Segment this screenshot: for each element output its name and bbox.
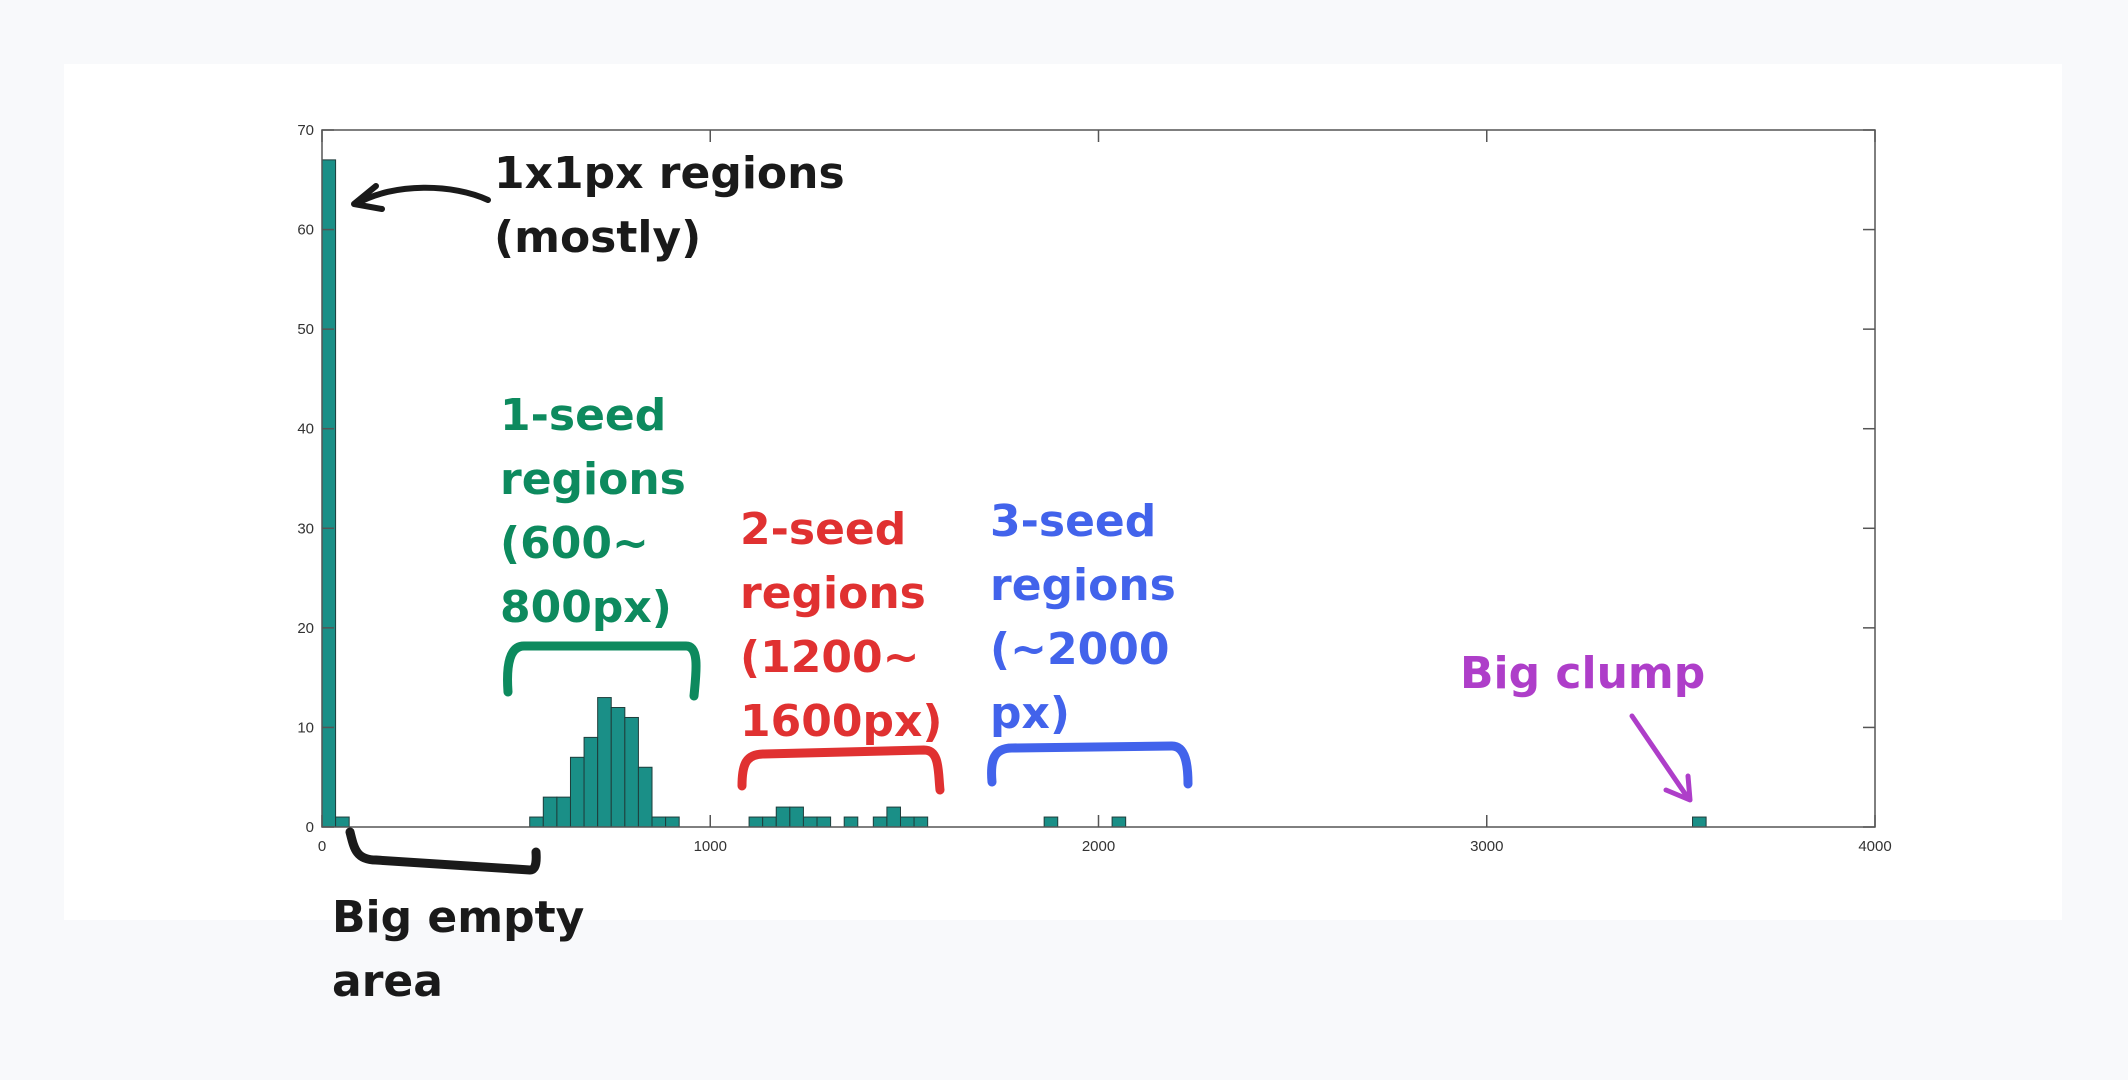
arrow-big-clump-head <box>1663 773 1693 803</box>
histogram-bar <box>651 816 667 828</box>
histogram-chart: 0 1000 2000 3000 4000 0 10 20 30 40 50 60 70 <box>297 122 1892 875</box>
annotation-1-seed-regions: 1-seed regions (600~ 800px) <box>500 390 686 633</box>
histogram-bar <box>1111 816 1127 828</box>
annotation-marks <box>345 183 1693 875</box>
y-tick-label: 10 <box>297 719 314 736</box>
histogram-bar <box>899 816 915 828</box>
bracket-2-seed <box>737 745 945 795</box>
annotation-big-empty-area: Big empty area <box>332 892 585 1007</box>
histogram-bar <box>335 816 350 828</box>
histogram-bar <box>886 806 901 828</box>
arrow-1x1px-head <box>351 183 385 212</box>
histogram-bar <box>748 816 764 828</box>
annotation-1x1px-regions: 1x1px regions (mostly) <box>494 148 845 263</box>
bars <box>321 159 1707 828</box>
x-tick-label: 3000 <box>1470 838 1503 855</box>
histogram-bar <box>1692 816 1707 828</box>
histogram-bar <box>1043 816 1059 828</box>
histogram-bar <box>816 816 832 828</box>
histogram-bar <box>762 816 777 828</box>
bracket-big-empty-area <box>345 827 541 875</box>
histogram-bar <box>569 756 585 828</box>
histogram-bar <box>843 816 859 828</box>
histogram-bar <box>583 736 599 828</box>
annotation-2-seed-regions: 2-seed regions (1200~ 1600px) <box>740 504 943 747</box>
bracket-3-seed <box>987 741 1193 789</box>
x-tick-label: 4000 <box>1858 838 1891 855</box>
x-tick-label: 2000 <box>1082 838 1115 855</box>
bracket-1-seed <box>503 641 701 701</box>
arrow-big-clump <box>1629 713 1691 801</box>
axes: 0 1000 2000 3000 4000 0 10 20 30 40 50 60 70 <box>297 122 1891 855</box>
y-tick-label: 0 <box>306 819 314 836</box>
histogram-bar <box>775 806 791 828</box>
histogram-bar <box>913 816 929 828</box>
histogram-bar <box>872 816 888 828</box>
histogram-bar <box>529 816 544 828</box>
y-tick-label: 60 <box>297 222 314 239</box>
x-tick-label: 0 <box>318 838 326 855</box>
histogram-bar <box>637 766 653 828</box>
histogram-bar <box>542 796 558 828</box>
y-tick-label: 40 <box>297 421 314 438</box>
histogram-bar <box>665 816 680 828</box>
annotation-3-seed-regions: 3-seed regions (~2000 px) <box>990 496 1176 739</box>
y-tick-label: 20 <box>297 620 314 637</box>
histogram-bar <box>610 707 626 828</box>
chart-panel: 0 1000 2000 3000 4000 0 10 20 30 40 50 60 70 1x1px r… <box>64 64 2062 1007</box>
histogram-bar <box>802 816 818 828</box>
annotation-big-clump: Big clump <box>1460 648 1706 699</box>
y-tick-label: 30 <box>297 520 314 537</box>
x-tick-label: 1000 <box>694 838 727 855</box>
y-tick-label: 50 <box>297 321 314 338</box>
y-tick-label: 70 <box>297 122 314 139</box>
histogram-bar <box>624 716 639 828</box>
arrow-1x1px <box>353 184 491 207</box>
histogram-bar <box>556 796 571 828</box>
histogram-bar <box>789 806 804 828</box>
histogram-bar <box>597 697 612 828</box>
